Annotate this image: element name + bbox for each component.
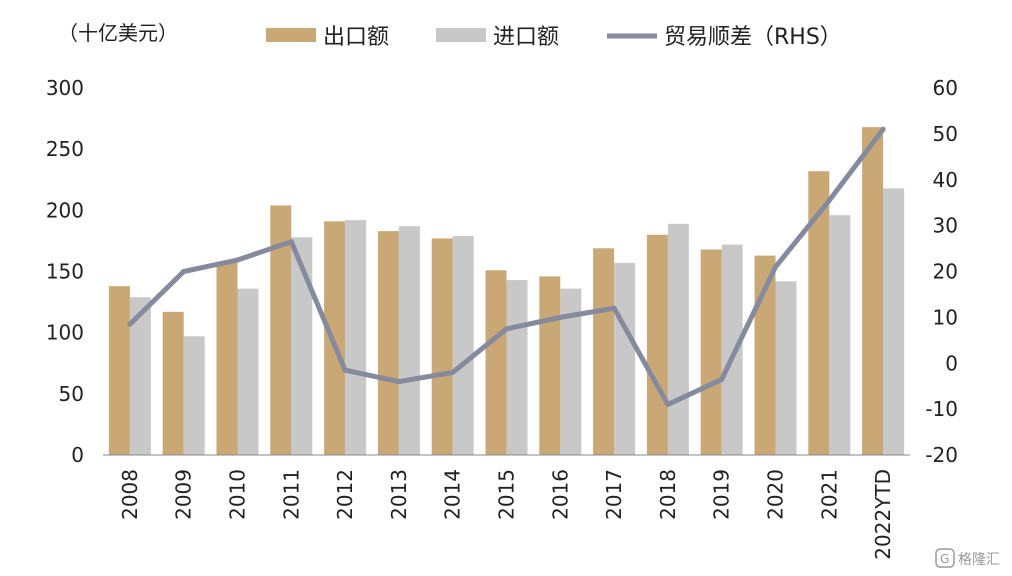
trade-surplus-point: [127, 321, 133, 327]
export-bar: [162, 311, 184, 455]
watermark-logo-icon: [935, 548, 955, 568]
trade-surplus-point: [342, 367, 348, 373]
x-tick-label: 2009: [172, 469, 196, 520]
y-right-tick-label: -10: [925, 397, 958, 421]
y-right-tick-label: 30: [933, 214, 958, 238]
x-tick-label: 2015: [495, 469, 519, 520]
y-right-tick-label: 40: [933, 168, 958, 192]
y-left-tick-label: 250: [46, 137, 84, 161]
trade-surplus-point: [181, 269, 187, 274]
bars: [108, 127, 905, 456]
trade-surplus-point: [288, 239, 294, 245]
import-bar: [398, 226, 420, 455]
trade-surplus-point: [611, 305, 617, 311]
export-bar: [485, 270, 507, 455]
export-bar: [808, 171, 830, 456]
export-bar: [431, 238, 453, 455]
x-tick-label: 2012: [333, 469, 357, 520]
legend: 出口额 进口额 贸易顺差（RHS）: [266, 25, 842, 50]
y-left-tick-label: 200: [46, 198, 84, 222]
x-tick-label: 2019: [710, 469, 734, 520]
trade-surplus-point: [773, 264, 778, 270]
y-right-tick-label: 20: [933, 260, 958, 284]
export-bar: [539, 276, 561, 455]
import-bar: [237, 288, 259, 455]
export-bar: [700, 249, 722, 455]
legend-import-label: 进口额: [493, 25, 559, 50]
import-bar: [183, 336, 205, 455]
x-tick-label: 2020: [764, 469, 788, 520]
line-series: [127, 126, 886, 408]
y-right-tick-label: 50: [933, 122, 958, 146]
trade-surplus-point: [665, 402, 671, 408]
export-bar: [593, 248, 615, 455]
y-left-tick-label: 150: [46, 260, 84, 284]
x-tick-label: 2013: [387, 469, 411, 520]
trade-surplus-point: [826, 197, 832, 203]
x-tick-label: 2022YTD: [871, 469, 895, 560]
y-axis-left: 0 50 100 150 200 250 300: [46, 76, 84, 467]
y-left-tick-label: 100: [46, 321, 84, 345]
import-bar: [667, 223, 689, 455]
trade-surplus-point: [235, 257, 240, 263]
watermark-logo-glyph: G: [940, 552, 949, 566]
export-bar: [862, 127, 884, 455]
legend-surplus-label: 贸易顺差（RHS）: [664, 25, 842, 50]
export-bar: [324, 221, 346, 455]
x-tick-label: 2017: [602, 469, 626, 520]
import-bar: [560, 288, 582, 455]
import-bar: [883, 188, 905, 455]
export-bar: [377, 231, 399, 455]
import-bar: [129, 297, 151, 455]
trade-surplus-point: [719, 376, 725, 382]
x-tick-label: 2014: [441, 469, 465, 520]
trade-surplus-point: [396, 379, 402, 385]
x-axis: 2008 2009 2010 2011 2012 2013 2014 2015 2016 2017…: [118, 469, 895, 560]
y-left-tick-label: 0: [71, 443, 84, 467]
export-bar: [216, 261, 238, 455]
x-tick-label: 2010: [226, 469, 250, 520]
legend-export-label: 出口额: [323, 25, 389, 50]
import-bar: [614, 262, 636, 455]
x-tick-label: 2018: [656, 469, 680, 520]
import-bar: [345, 220, 367, 455]
y-right-tick-label: -20: [925, 443, 958, 467]
watermark: G 格隆汇: [935, 548, 1000, 568]
trade-surplus-point: [880, 126, 886, 132]
import-bar: [506, 280, 528, 455]
y-right-tick-label: 60: [933, 76, 958, 100]
y-right-tick-label: 10: [933, 305, 958, 329]
x-tick-label: 2016: [548, 469, 572, 520]
import-bar: [721, 244, 743, 455]
legend-import-swatch: [436, 28, 486, 42]
import-bar: [829, 215, 851, 455]
import-bar: [291, 237, 313, 455]
import-bar: [452, 236, 474, 455]
y-left-tick-label: 50: [59, 382, 84, 406]
x-tick-label: 2011: [279, 469, 303, 520]
x-tick-label: 2008: [118, 469, 142, 520]
x-tick-label: 2021: [817, 469, 841, 520]
import-bar: [775, 281, 797, 455]
unit-label: （十亿美元）: [58, 21, 178, 45]
trade-surplus-point: [557, 314, 563, 320]
legend-export-swatch: [266, 28, 316, 42]
export-bar: [270, 205, 292, 455]
trade-surplus-point: [450, 369, 456, 375]
y-left-tick-label: 300: [46, 76, 84, 100]
trade-surplus-point: [504, 326, 509, 332]
export-bar: [646, 234, 668, 455]
y-right-tick-label: 0: [945, 351, 958, 375]
export-bar: [108, 286, 130, 455]
y-axis-right: -20 -10 0 10 20 30 40 50 60: [925, 76, 958, 467]
watermark-text: 格隆汇: [958, 552, 1000, 568]
